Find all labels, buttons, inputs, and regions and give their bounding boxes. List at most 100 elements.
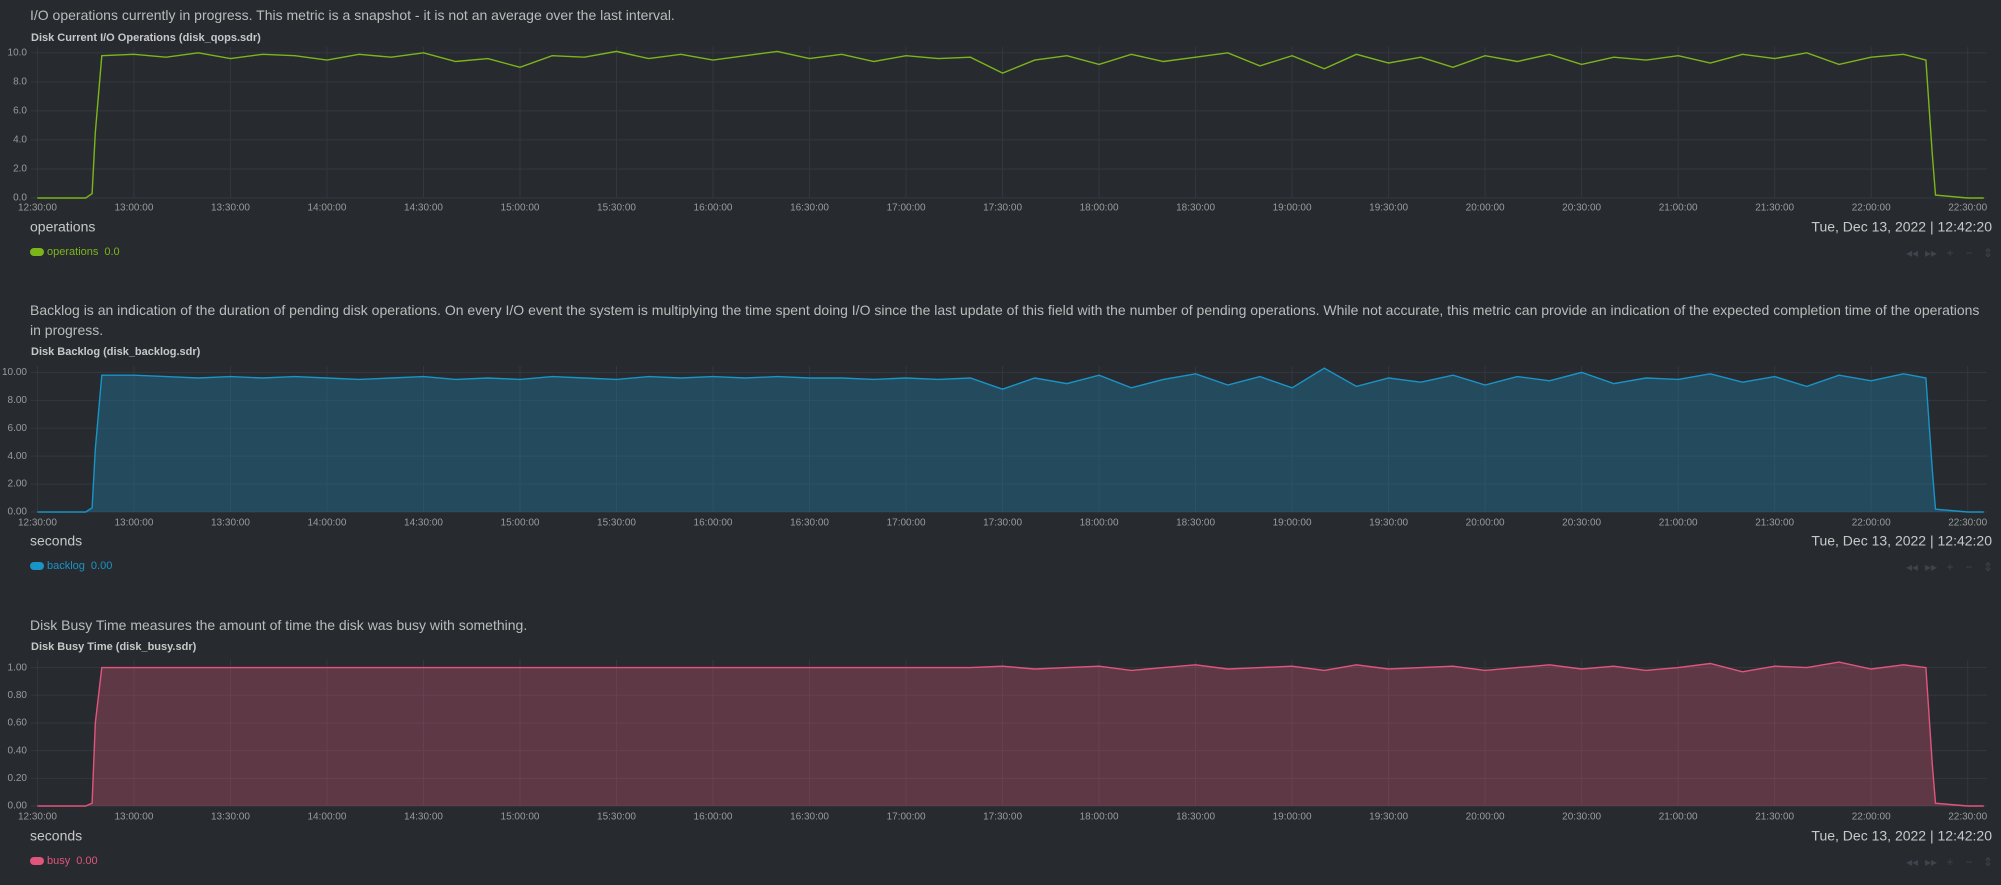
x-tick-label: 13:30:00 [211, 203, 250, 214]
x-tick-label: 13:00:00 [114, 812, 153, 823]
x-tick-label: 19:00:00 [1273, 518, 1312, 529]
legend-value: 0.0 [104, 246, 119, 258]
x-tick-label: 19:30:00 [1369, 812, 1408, 823]
x-tick-label: 21:00:00 [1659, 203, 1698, 214]
x-tick-label: 22:00:00 [1852, 203, 1891, 214]
x-tick-label: 17:30:00 [983, 812, 1022, 823]
toolbox-button[interactable]: + [1946, 246, 1953, 260]
x-tick-label: 16:30:00 [790, 812, 829, 823]
toolbox-button[interactable]: ⇕ [1983, 246, 1993, 260]
x-tick-label: 15:00:00 [501, 518, 540, 529]
toolbox-button[interactable]: ▸▸ [1925, 560, 1937, 574]
legend-name: busy [47, 855, 71, 867]
x-tick-label: 13:30:00 [211, 518, 250, 529]
x-tick-label: 16:00:00 [694, 812, 733, 823]
x-tick-label: 18:30:00 [1176, 518, 1215, 529]
chart-description: I/O operations currently in progress. Th… [30, 7, 675, 23]
x-tick-label: 20:30:00 [1562, 812, 1601, 823]
series-line [37, 50, 1984, 199]
toolbox-button[interactable]: ⇕ [1983, 855, 1993, 869]
timestamp: Tue, Dec 13, 2022 | 12:42:20 [1811, 828, 1992, 844]
legend-name: backlog [47, 560, 85, 572]
x-tick-label: 17:30:00 [983, 518, 1022, 529]
series-line [37, 661, 1984, 807]
x-tick-label: 15:30:00 [597, 203, 636, 214]
x-tick-label: 18:00:00 [1080, 812, 1119, 823]
y-tick-label: 2.0 [13, 164, 27, 175]
x-tick-label: 19:00:00 [1273, 203, 1312, 214]
toolbox-button[interactable]: ◂◂ [1906, 560, 1918, 574]
y-tick-label: 2.00 [8, 479, 28, 490]
x-tick-label: 17:00:00 [887, 518, 926, 529]
y-tick-label: 8.0 [13, 76, 27, 87]
units-label: seconds [30, 533, 82, 549]
legend-swatch [30, 857, 44, 865]
y-tick-label: 6.0 [13, 106, 27, 117]
x-tick-label: 22:00:00 [1852, 812, 1891, 823]
y-tick-label: 10.00 [2, 367, 27, 378]
toolbox-button[interactable]: ⇕ [1983, 560, 1993, 574]
series-line [37, 367, 1984, 513]
toolbox-button[interactable]: ▸▸ [1925, 855, 1937, 869]
legend-value: 0.00 [91, 560, 112, 572]
y-tick-label: 0.40 [8, 745, 28, 756]
x-tick-label: 20:00:00 [1466, 518, 1505, 529]
toolbox-button[interactable]: + [1946, 855, 1953, 869]
x-tick-label: 18:00:00 [1080, 203, 1119, 214]
x-tick-label: 21:00:00 [1659, 812, 1698, 823]
x-tick-label: 21:30:00 [1755, 203, 1794, 214]
y-tick-label: 0.00 [8, 507, 28, 518]
y-tick-label: 0.60 [8, 718, 28, 729]
x-tick-label: 20:30:00 [1562, 518, 1601, 529]
x-tick-label: 20:30:00 [1562, 203, 1601, 214]
description-box: I/O operations currently in progress. Th… [30, 7, 675, 23]
chart-description: Disk Busy Time measures the amount of ti… [30, 617, 528, 633]
x-tick-label: 19:30:00 [1369, 518, 1408, 529]
x-tick-label: 13:00:00 [114, 518, 153, 529]
y-tick-label: 6.00 [8, 423, 28, 434]
y-tick-label: 0.00 [8, 801, 28, 812]
x-tick-label: 21:30:00 [1755, 518, 1794, 529]
x-tick-label: 15:30:00 [597, 812, 636, 823]
x-tick-label: 16:00:00 [694, 203, 733, 214]
x-tick-label: 22:30:00 [1948, 812, 1987, 823]
x-tick-label: 14:00:00 [308, 518, 347, 529]
legend-swatch [30, 562, 44, 570]
x-tick-label: 17:00:00 [887, 812, 926, 823]
x-tick-label: 22:30:00 [1948, 203, 1987, 214]
x-tick-label: 17:30:00 [983, 203, 1022, 214]
toolbox-button[interactable]: ▸▸ [1925, 246, 1937, 260]
x-tick-label: 19:00:00 [1273, 812, 1312, 823]
legend-name: operations [47, 246, 99, 258]
x-tick-label: 21:30:00 [1755, 812, 1794, 823]
x-tick-label: 18:00:00 [1080, 518, 1119, 529]
chart-title: Disk Backlog (disk_backlog.sdr) [31, 346, 201, 358]
toolbox-button[interactable]: + [1946, 560, 1953, 574]
toolbox-button[interactable]: ◂◂ [1906, 246, 1918, 260]
x-tick-label: 13:00:00 [114, 203, 153, 214]
x-tick-label: 14:30:00 [404, 812, 443, 823]
x-tick-label: 14:00:00 [308, 812, 347, 823]
chart-description: Backlog is an indication of the duration… [30, 302, 1980, 338]
x-tick-label: 20:00:00 [1466, 812, 1505, 823]
x-tick-label: 20:00:00 [1466, 203, 1505, 214]
x-tick-label: 12:30:00 [18, 518, 57, 529]
x-tick-label: 13:30:00 [211, 812, 250, 823]
y-tick-label: 4.00 [8, 451, 28, 462]
toolbox-button[interactable]: − [1965, 560, 1972, 574]
timestamp: Tue, Dec 13, 2022 | 12:42:20 [1811, 219, 1992, 235]
toolbox-button[interactable]: ◂◂ [1906, 855, 1918, 869]
x-tick-label: 17:00:00 [887, 203, 926, 214]
toolbox-button[interactable]: − [1965, 246, 1972, 260]
legend-swatch [30, 248, 44, 256]
y-tick-label: 0.0 [13, 193, 27, 204]
x-tick-label: 22:30:00 [1948, 518, 1987, 529]
area [37, 662, 1984, 806]
x-tick-label: 16:30:00 [790, 518, 829, 529]
timestamp: Tue, Dec 13, 2022 | 12:42:20 [1811, 533, 1992, 549]
x-tick-label: 18:30:00 [1176, 203, 1215, 214]
y-tick-label: 4.0 [13, 135, 27, 146]
toolbox-button[interactable]: − [1965, 855, 1972, 869]
y-tick-label: 0.80 [8, 690, 28, 701]
x-tick-label: 15:00:00 [501, 203, 540, 214]
